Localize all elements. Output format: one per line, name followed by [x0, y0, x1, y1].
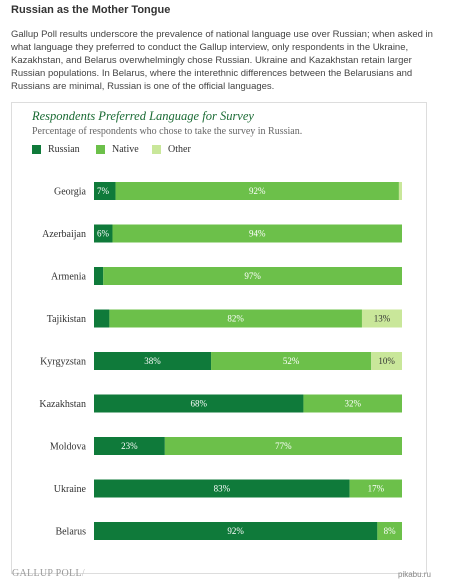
legend-label-native: Native: [112, 144, 139, 155]
article-body: Gallup Poll results underscore the preva…: [11, 29, 433, 92]
category-label-kyrgyzstan: Kyrgyzstan: [40, 357, 86, 368]
data-label-tajikistan-other: 13%: [374, 314, 391, 324]
data-label-tajikistan-native: 82%: [227, 314, 244, 324]
bar-segment-georgia-russian: [94, 182, 116, 200]
gallup-logo-text: GALLUP POLL: [12, 568, 82, 579]
category-label-azerbaijan: Azerbaijan: [42, 229, 86, 240]
bar-segment-georgia-native: [115, 182, 399, 200]
bar-segment-tajikistan-native: [109, 309, 362, 328]
data-label-kyrgyzstan-russian: 38%: [144, 356, 161, 366]
category-label-moldova: Moldova: [50, 442, 87, 453]
legend-swatch-russian: [32, 145, 41, 154]
legend-item-russian: Russian: [32, 144, 80, 155]
bar-segment-armenia-russian: [94, 267, 104, 285]
legend-item-other: Other: [152, 144, 191, 155]
data-label-georgia-native: 92%: [249, 186, 266, 196]
bar-segment-tajikistan-other: [361, 309, 402, 328]
bar-segment-kyrgyzstan-other: [371, 352, 402, 370]
bar-segment-kazakhstan-native: [303, 394, 402, 413]
data-label-kazakhstan-russian: 68%: [190, 399, 207, 409]
category-label-ukraine: Ukraine: [54, 484, 87, 495]
data-label-georgia-russian: 7%: [97, 186, 110, 196]
bar-segment-kazakhstan-russian: [94, 394, 304, 413]
data-label-moldova-russian: 23%: [121, 441, 138, 451]
data-label-kyrgyzstan-other: 10%: [378, 356, 395, 366]
legend-label-russian: Russian: [48, 144, 80, 155]
bar-segment-armenia-native: [103, 267, 403, 285]
data-label-kyrgyzstan-native: 52%: [283, 356, 300, 366]
article-title: Russian as the Mother Tongue: [11, 4, 171, 16]
category-label-belarus: Belarus: [55, 527, 86, 538]
gallup-logo: GALLUP POLL/: [12, 568, 85, 579]
bar-segment-tajikistan-russian: [94, 309, 110, 328]
legend-label-other: Other: [168, 144, 191, 155]
data-label-belarus-russian: 92%: [227, 526, 244, 536]
data-label-ukraine-native: 17%: [368, 484, 385, 494]
bar-segment-ukraine-russian: [94, 479, 350, 498]
data-label-moldova-native: 77%: [275, 441, 292, 451]
data-label-armenia-native: 97%: [244, 271, 261, 281]
data-label-ukraine-russian: 83%: [214, 484, 231, 494]
data-label-azerbaijan-russian: 6%: [97, 229, 110, 239]
watermark: pikabu.ru: [398, 570, 431, 579]
legend-item-native: Native: [96, 144, 139, 155]
bar-segment-ukraine-native: [349, 479, 402, 498]
legend-swatch-other: [152, 145, 161, 154]
bar-segment-belarus-russian: [94, 522, 378, 540]
data-label-azerbaijan-native: 94%: [249, 229, 266, 239]
bar-segment-azerbaijan-russian: [94, 224, 113, 243]
logo-slash-icon: /: [81, 568, 85, 579]
bar-segment-belarus-native: [377, 522, 402, 540]
chart-frame: [11, 102, 427, 574]
bar-segment-kyrgyzstan-native: [211, 352, 372, 370]
chart-title: Respondents Preferred Language for Surve…: [32, 109, 254, 123]
bar-segment-moldova-native: [164, 437, 402, 455]
data-label-kazakhstan-native: 32%: [344, 399, 361, 409]
bar-segment-kyrgyzstan-russian: [94, 352, 212, 370]
chart-subtitle: Percentage of respondents who chose to t…: [32, 126, 303, 137]
bar-segment-georgia-other: [398, 182, 402, 200]
bar-segment-moldova-russian: [94, 437, 165, 455]
category-label-tajikistan: Tajikistan: [47, 314, 86, 325]
legend-swatch-native: [96, 145, 105, 154]
category-label-georgia: Georgia: [54, 187, 87, 198]
bar-segment-azerbaijan-native: [112, 224, 402, 243]
category-label-kazakhstan: Kazakhstan: [39, 399, 86, 410]
category-label-armenia: Armenia: [51, 272, 87, 283]
data-label-belarus-native: 8%: [384, 526, 397, 536]
